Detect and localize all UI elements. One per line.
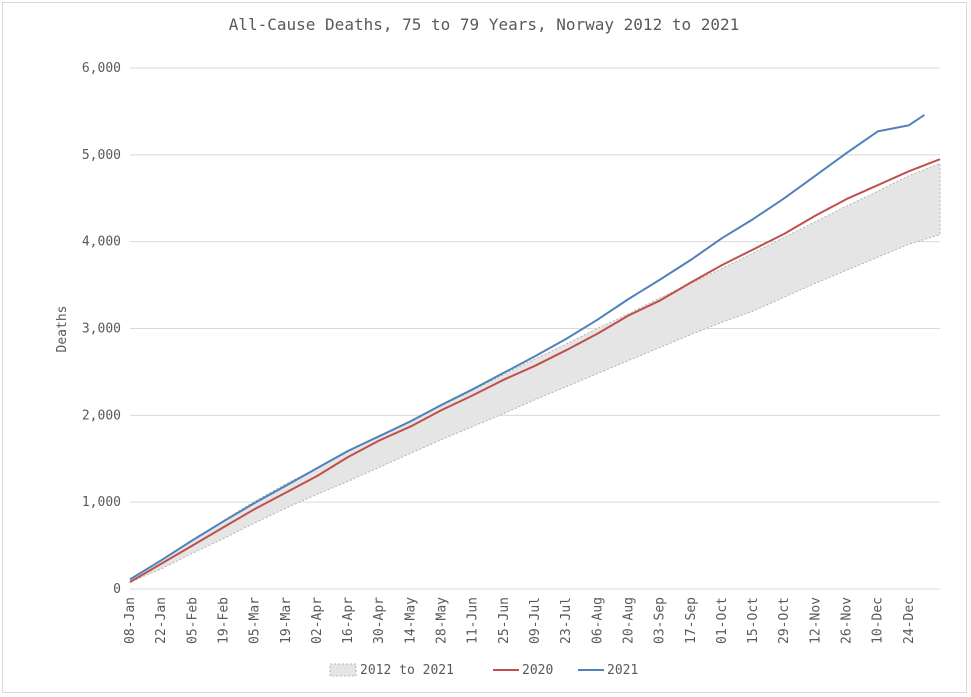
- range-band-layer: [129, 162, 941, 583]
- x-tick-label: 05-Mar: [248, 597, 263, 644]
- x-tick-label: 11-Jun: [466, 597, 481, 644]
- x-tick-label: 01-Oct: [715, 597, 730, 644]
- y-tick-label: 3,000: [82, 322, 121, 337]
- x-tick-label: 28-May: [435, 597, 450, 644]
- x-tick-label: 19-Mar: [279, 597, 294, 644]
- series-lines-layer: [129, 114, 941, 583]
- y-tick-label: 2,000: [82, 408, 121, 423]
- x-tick-label: 10-Dec: [871, 597, 886, 644]
- x-tick-label: 14-May: [403, 597, 418, 644]
- legend-swatch-band: [329, 663, 357, 677]
- legend-label-band: 2012 to 2021: [360, 663, 454, 678]
- legend-label-2021: 2021: [607, 663, 638, 678]
- x-tick-label: 16-Apr: [341, 597, 356, 644]
- chart-title: All-Cause Deaths, 75 to 79 Years, Norway…: [229, 15, 740, 34]
- x-tick-label: 08-Jan: [123, 597, 138, 644]
- y-axis-label: Deaths: [55, 306, 70, 353]
- y-tick-label: 1,000: [82, 495, 121, 510]
- y-tick-label: 4,000: [82, 235, 121, 250]
- legend-label-2020: 2020: [522, 663, 553, 678]
- x-tick-label: 22-Jan: [154, 597, 169, 644]
- x-axis-ticks: 08-Jan 22-Jan 05-Feb 19-Feb 05-Mar 19-Mar 02-A…: [123, 597, 917, 644]
- series-line-2021: [129, 114, 925, 581]
- x-tick-label: 02-Apr: [310, 597, 325, 644]
- x-tick-label: 05-Feb: [185, 597, 200, 644]
- legend: 2012 to 2021 2020 2021: [329, 663, 638, 678]
- x-tick-label: 20-Aug: [621, 597, 636, 644]
- range-band-2012-to-2021: [129, 162, 941, 583]
- x-tick-label: 30-Apr: [372, 597, 387, 644]
- x-tick-label: 06-Aug: [590, 597, 605, 644]
- x-tick-label: 09-Jul: [528, 597, 543, 644]
- y-tick-label: 5,000: [82, 148, 121, 163]
- x-tick-label: 03-Sep: [653, 597, 668, 644]
- y-tick-label: 6,000: [82, 61, 121, 76]
- x-tick-label: 15-Oct: [746, 597, 761, 644]
- y-axis-ticks: 0 1,000 2,000 3,000 4,000 5,000 6,000: [82, 61, 121, 597]
- y-tick-label: 0: [113, 582, 121, 597]
- x-tick-label: 26-Nov: [840, 597, 855, 644]
- x-tick-label: 23-Jul: [559, 597, 574, 644]
- x-tick-label: 12-Nov: [808, 597, 823, 644]
- x-tick-label: 19-Feb: [216, 597, 231, 644]
- x-tick-label: 25-Jun: [497, 597, 512, 644]
- x-tick-label: 24-Dec: [902, 597, 917, 644]
- series-line-2020: [129, 158, 941, 583]
- x-tick-label: 29-Oct: [777, 597, 792, 644]
- x-tick-label: 17-Sep: [684, 597, 699, 644]
